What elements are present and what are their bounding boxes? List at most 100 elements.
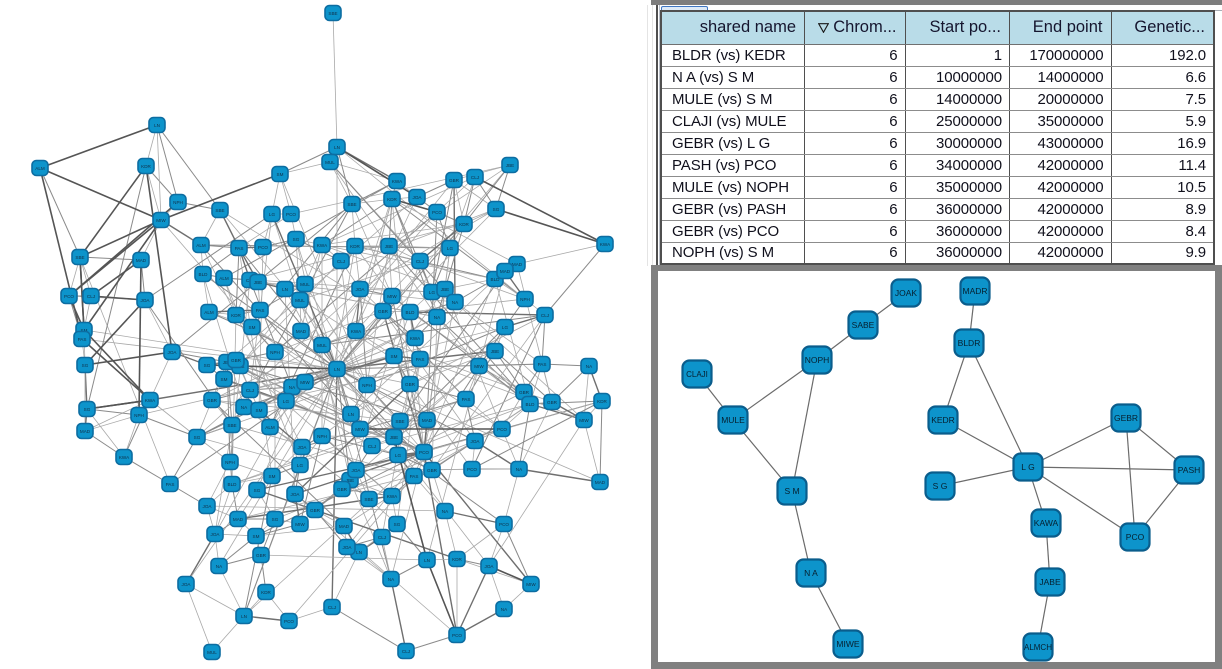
svg-text:SBE: SBE	[347, 202, 356, 207]
svg-text:GBR: GBR	[427, 468, 438, 473]
svg-text:LG: LG	[395, 453, 402, 458]
svg-text:KDR: KDR	[459, 222, 469, 227]
svg-text:NA: NA	[501, 607, 508, 612]
svg-text:SM: SM	[81, 328, 88, 333]
svg-text:NPH: NPH	[173, 200, 183, 205]
svg-text:ALMCH: ALMCH	[1024, 643, 1052, 652]
svg-text:MIW: MIW	[387, 294, 397, 299]
svg-text:KWA: KWA	[317, 243, 328, 248]
svg-text:MIWE: MIWE	[836, 639, 859, 649]
svg-text:JOA: JOA	[141, 298, 151, 303]
svg-text:KDR: KDR	[141, 164, 151, 169]
svg-text:JOA: JOA	[168, 350, 178, 355]
svg-text:SM: SM	[221, 377, 228, 382]
svg-text:MUL: MUL	[295, 298, 305, 303]
svg-text:N A: N A	[804, 568, 818, 578]
svg-text:PCO: PCO	[497, 427, 507, 432]
svg-text:CLJ: CLJ	[402, 649, 410, 654]
svg-text:PCO: PCO	[419, 450, 429, 455]
svg-text:JBE: JBE	[491, 349, 499, 354]
svg-text:LN: LN	[356, 550, 362, 555]
svg-text:CLJ: CLJ	[87, 294, 95, 299]
svg-text:MUL: MUL	[325, 160, 335, 165]
svg-text:BLD: BLD	[199, 272, 209, 277]
svg-text:L G: L G	[1021, 462, 1034, 472]
svg-text:MUL: MUL	[317, 343, 327, 348]
svg-text:PAS: PAS	[538, 362, 547, 367]
svg-text:JBE: JBE	[223, 360, 231, 365]
svg-text:ALM: ALM	[219, 276, 229, 281]
svg-text:MIW: MIW	[300, 380, 310, 385]
svg-text:JOA: JOA	[485, 564, 495, 569]
svg-text:PCO: PCO	[499, 522, 509, 527]
svg-text:KWA: KWA	[145, 398, 156, 403]
svg-text:KEDR: KEDR	[931, 415, 955, 425]
svg-text:ALM: ALM	[35, 166, 45, 171]
svg-text:KWA: KWA	[387, 494, 398, 499]
svg-text:LN: LN	[424, 558, 430, 563]
svg-text:LG: LG	[447, 246, 454, 251]
svg-text:KDR: KDR	[597, 399, 607, 404]
svg-text:CLJ: CLJ	[378, 535, 386, 540]
svg-text:GBR: GBR	[405, 382, 416, 387]
svg-text:NA: NA	[586, 364, 593, 369]
svg-text:SBE: SBE	[227, 423, 236, 428]
svg-text:MAD: MAD	[136, 258, 147, 263]
svg-text:SABE: SABE	[852, 320, 875, 330]
svg-text:NA: NA	[442, 509, 449, 514]
svg-text:LG: LG	[429, 290, 436, 295]
svg-text:SG: SG	[272, 517, 279, 522]
svg-text:GBR: GBR	[337, 487, 348, 492]
svg-text:LN: LN	[334, 367, 340, 372]
svg-text:MIW: MIW	[156, 218, 166, 223]
svg-text:NA: NA	[289, 385, 296, 390]
svg-text:CLJ: CLJ	[337, 259, 345, 264]
svg-text:NA: NA	[452, 300, 459, 305]
svg-text:KDR: KDR	[387, 197, 397, 202]
svg-text:JBE: JBE	[385, 244, 393, 249]
svg-text:MIW: MIW	[295, 522, 305, 527]
svg-text:KDR: KDR	[231, 313, 241, 318]
svg-text:GBR: GBR	[449, 178, 460, 183]
svg-text:BLD: BLD	[491, 277, 501, 282]
svg-text:NPH: NPH	[317, 434, 327, 439]
svg-text:SG: SG	[493, 207, 500, 212]
svg-text:JOA: JOA	[291, 492, 301, 497]
svg-text:KAWA: KAWA	[1034, 518, 1059, 528]
svg-text:NA: NA	[241, 405, 248, 410]
svg-text:NA: NA	[388, 577, 395, 582]
svg-text:SG: SG	[293, 237, 300, 242]
svg-text:KWA: KWA	[600, 242, 611, 247]
svg-text:S M: S M	[784, 486, 799, 496]
svg-text:PCO: PCO	[286, 212, 296, 217]
svg-text:MAD: MAD	[500, 269, 511, 274]
svg-text:SG: SG	[254, 488, 261, 493]
svg-text:MULE: MULE	[721, 415, 745, 425]
svg-text:LG: LG	[269, 212, 276, 217]
svg-text:JOA: JOA	[356, 287, 366, 292]
svg-text:MAD: MAD	[296, 329, 307, 334]
svg-text:PAS: PAS	[166, 482, 175, 487]
svg-text:NPH: NPH	[270, 350, 280, 355]
svg-text:KWA: KWA	[351, 329, 362, 334]
svg-text:CLJ: CLJ	[541, 313, 549, 318]
svg-text:JOA: JOA	[471, 439, 481, 444]
svg-text:PASH: PASH	[1178, 465, 1201, 475]
svg-text:GBR: GBR	[310, 508, 321, 513]
svg-text:NA: NA	[216, 564, 223, 569]
svg-text:KDR: KDR	[452, 557, 462, 562]
svg-text:PCO: PCO	[467, 467, 477, 472]
svg-text:CLJ: CLJ	[471, 175, 479, 180]
svg-text:KWA: KWA	[410, 336, 421, 341]
svg-text:LG: LG	[297, 463, 304, 468]
svg-text:SM: SM	[269, 474, 276, 479]
svg-text:SBE: SBE	[364, 497, 373, 502]
svg-text:ALM: ALM	[265, 425, 275, 430]
svg-text:GBR: GBR	[256, 553, 267, 558]
svg-text:SM: SM	[277, 172, 284, 177]
svg-text:BLD: BLD	[228, 482, 238, 487]
svg-text:MAD: MAD	[512, 262, 523, 267]
svg-text:GBR: GBR	[519, 390, 530, 395]
svg-text:SBE: SBE	[328, 11, 337, 16]
svg-text:LG: LG	[502, 325, 509, 330]
